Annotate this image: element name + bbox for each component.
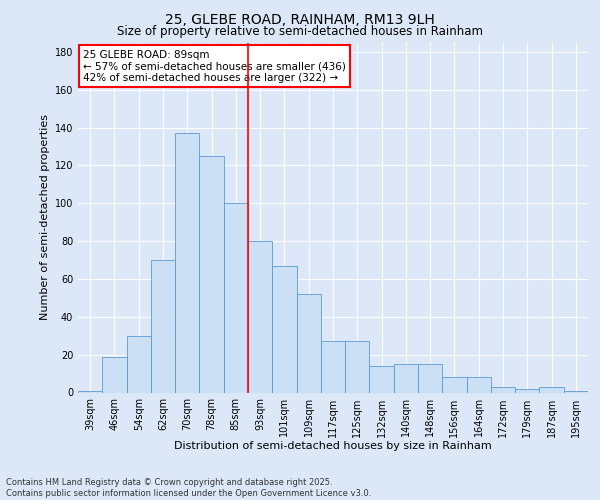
Bar [248,241,272,392]
Bar [199,156,224,392]
Bar [418,364,442,392]
X-axis label: Distribution of semi-detached houses by size in Rainham: Distribution of semi-detached houses by … [174,441,492,451]
Text: 25 GLEBE ROAD: 89sqm
← 57% of semi-detached houses are smaller (436)
42% of semi: 25 GLEBE ROAD: 89sqm ← 57% of semi-detac… [83,50,346,82]
Bar [370,366,394,392]
Bar [345,342,370,392]
Bar [564,390,588,392]
Bar [321,342,345,392]
Bar [224,204,248,392]
Bar [175,134,199,392]
Bar [491,387,515,392]
Bar [151,260,175,392]
Y-axis label: Number of semi-detached properties: Number of semi-detached properties [40,114,50,320]
Bar [394,364,418,392]
Bar [102,356,127,392]
Bar [539,387,564,392]
Bar [127,336,151,392]
Bar [78,390,102,392]
Text: Contains HM Land Registry data © Crown copyright and database right 2025.
Contai: Contains HM Land Registry data © Crown c… [6,478,371,498]
Bar [296,294,321,392]
Text: 25, GLEBE ROAD, RAINHAM, RM13 9LH: 25, GLEBE ROAD, RAINHAM, RM13 9LH [165,12,435,26]
Text: Size of property relative to semi-detached houses in Rainham: Size of property relative to semi-detach… [117,25,483,38]
Bar [515,388,539,392]
Bar [442,378,467,392]
Bar [272,266,296,392]
Bar [467,378,491,392]
